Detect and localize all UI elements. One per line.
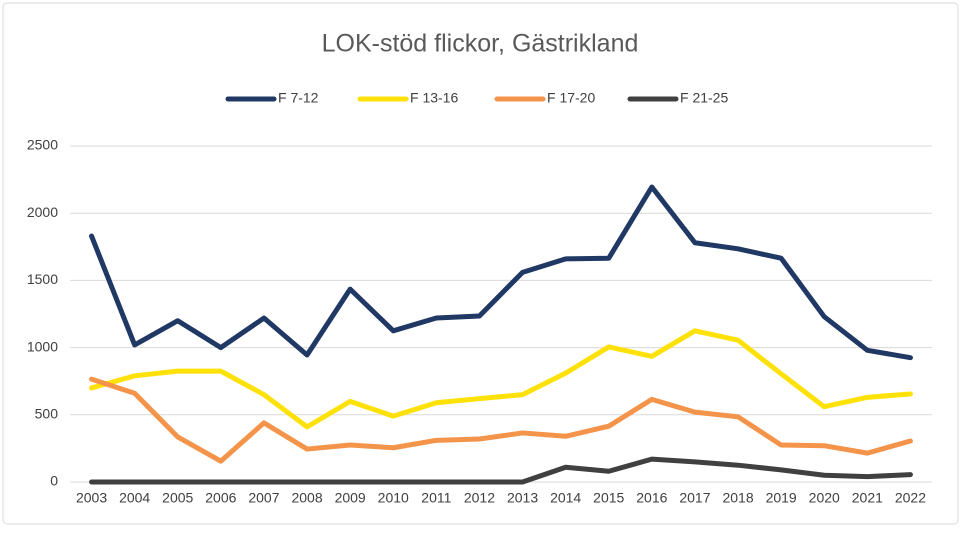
y-tick-label: 500 — [35, 406, 59, 422]
x-tick-label: 2015 — [593, 490, 624, 506]
x-tick-label: 2010 — [378, 490, 409, 506]
legend-label: F 17-20 — [547, 90, 595, 106]
legend-label: F 7-12 — [278, 90, 319, 106]
series-line — [89, 376, 913, 464]
series-line — [89, 456, 913, 485]
legend-label: F 13-16 — [410, 90, 458, 106]
x-tick-label: 2016 — [636, 490, 667, 506]
x-tick-label: 2009 — [335, 490, 366, 506]
x-tick-label: 2014 — [550, 490, 581, 506]
x-tick-label: 2021 — [852, 490, 883, 506]
x-tick-label: 2012 — [464, 490, 495, 506]
y-tick-label: 2000 — [27, 204, 58, 220]
x-tick-label: 2007 — [248, 490, 279, 506]
y-tick-label: 2500 — [27, 137, 58, 153]
series-line — [89, 328, 913, 430]
y-tick-label: 1500 — [27, 271, 58, 287]
chart-title: LOK-stöd flickor, Gästrikland — [322, 30, 639, 58]
x-tick-label: 2003 — [76, 490, 107, 506]
x-tick-label: 2018 — [722, 490, 753, 506]
legend-label: F 21-25 — [680, 90, 728, 106]
x-tick-label: 2011 — [421, 490, 451, 506]
x-tick-label: 2020 — [809, 490, 840, 506]
x-tick-label: 2006 — [205, 490, 236, 506]
chart-border — [2, 2, 959, 525]
series-line — [89, 184, 913, 361]
x-tick-label: 2013 — [507, 490, 538, 506]
y-tick-label: 1000 — [27, 338, 58, 354]
x-tick-label: 2019 — [766, 490, 797, 506]
x-tick-label: 2008 — [291, 490, 322, 506]
x-tick-label: 2022 — [895, 490, 926, 506]
x-tick-label: 2005 — [162, 490, 193, 506]
x-tick-label: 2017 — [679, 490, 710, 506]
x-tick-label: 2004 — [119, 490, 150, 506]
y-tick-label: 0 — [50, 473, 58, 489]
